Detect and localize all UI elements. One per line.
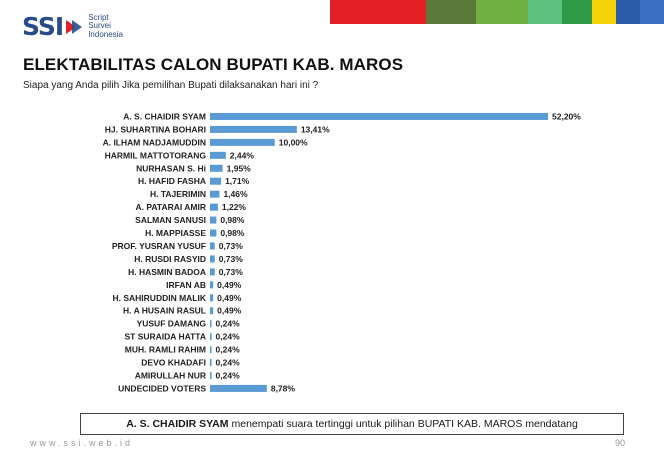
data-label: 1,71% xyxy=(225,176,250,186)
logo-subtitle: Script Survei Indonesia xyxy=(88,12,123,40)
bar xyxy=(210,177,222,185)
data-label: 0,73% xyxy=(219,254,244,264)
category-label: H. HASMIN BADOA xyxy=(128,267,206,277)
category-label: IRFAN AB xyxy=(166,280,206,290)
page-title: ELEKTABILITAS CALON BUPATI KAB. MAROS xyxy=(23,55,404,74)
data-label: 0,73% xyxy=(219,267,244,277)
bar xyxy=(210,229,217,237)
bar xyxy=(210,242,215,250)
bar xyxy=(210,164,223,172)
category-label: H. SAHIRUDDIN MALIK xyxy=(113,293,207,303)
category-label: PROF. YUSRAN YUSUF xyxy=(112,241,206,251)
data-label: 1,95% xyxy=(227,163,252,173)
category-label: H. MAPPIASSE xyxy=(145,228,206,238)
bar xyxy=(210,190,220,198)
bar xyxy=(210,268,215,276)
bar xyxy=(210,216,217,224)
category-label: A. S. CHAIDIR SYAM xyxy=(123,111,206,121)
logo-arrow-icon xyxy=(66,19,83,34)
category-label: UNDECIDED VOTERS xyxy=(118,383,206,393)
category-label: H. HAFID FASHA xyxy=(138,176,206,186)
strip-lightblue xyxy=(640,0,664,24)
category-label: DEVO KHADAFI xyxy=(141,358,206,368)
data-label: 0,73% xyxy=(219,241,244,251)
category-label: H. RUSDI RASYID xyxy=(134,254,206,264)
bar xyxy=(210,125,297,133)
strip-yellow xyxy=(592,0,616,24)
logo-brand: SSI xyxy=(22,12,64,41)
category-label: YUSUF DAMANG xyxy=(137,319,207,329)
bar xyxy=(210,333,212,341)
page-number: 90 xyxy=(615,438,626,448)
strip-olive xyxy=(426,0,476,24)
data-label: 13,41% xyxy=(301,124,330,134)
bar xyxy=(210,307,214,315)
strip-darkgreen xyxy=(562,0,592,24)
bar xyxy=(210,203,218,211)
bar-chart: A. S. CHAIDIR SYAM 52,20% HJ. SUHARTINA BO… xyxy=(103,111,582,393)
data-label: 1,46% xyxy=(223,189,248,199)
bar xyxy=(210,138,275,146)
data-label: 52,20% xyxy=(552,111,581,121)
data-label: 0,49% xyxy=(217,280,242,290)
data-label: 8,78% xyxy=(271,383,296,393)
bar xyxy=(210,294,214,302)
data-label: 0,98% xyxy=(220,228,245,238)
category-label: MUH. RAMLI RAHIM xyxy=(125,345,206,355)
category-label: NURHASAN S. Hi xyxy=(136,163,206,173)
category-label: A. PATARAI AMIR xyxy=(135,202,206,212)
bar xyxy=(210,255,215,263)
callout-candidate: A. S. CHAIDIR SYAM xyxy=(126,418,229,430)
strip-green xyxy=(476,0,528,24)
bar xyxy=(210,371,212,379)
bar xyxy=(210,346,212,354)
data-label: 0,24% xyxy=(216,332,241,342)
page-subtitle: Siapa yang Anda pilih Jika pemilihan Bup… xyxy=(23,80,319,91)
data-label: 0,24% xyxy=(216,370,241,380)
data-label: 2,44% xyxy=(230,150,255,160)
conclusion-box: A. S. CHAIDIR SYAM menempati suara terti… xyxy=(80,413,624,435)
strip-blue xyxy=(616,0,640,24)
category-label: A. ILHAM NADJAMUDDIN xyxy=(103,137,206,147)
bar xyxy=(210,281,214,289)
data-label: 10,00% xyxy=(279,137,308,147)
category-label: AMIRULLAH NUR xyxy=(135,370,206,380)
bar xyxy=(210,359,212,367)
category-label: SALMAN SANUSI xyxy=(135,215,206,225)
data-label: 1,22% xyxy=(222,202,247,212)
data-label: 0,24% xyxy=(216,319,241,329)
bar xyxy=(210,151,226,159)
logo-sub-line: Script xyxy=(88,12,109,22)
footer-url: www.ssi.web.id xyxy=(30,438,134,448)
brand-color-strip xyxy=(330,0,664,24)
category-label: HARMIL MATTOTORANG xyxy=(105,150,207,160)
data-label: 0,24% xyxy=(216,358,241,368)
data-label: 0,24% xyxy=(216,345,241,355)
ssi-logo: SSI Script Survei Indonesia xyxy=(22,12,123,41)
callout-text: menempati suara tertinggi untuk pilihan … xyxy=(231,418,578,430)
bar xyxy=(210,112,548,120)
data-label: 0,98% xyxy=(220,215,245,225)
category-label: H. TAJERIMIN xyxy=(150,189,206,199)
data-label: 0,49% xyxy=(217,306,242,316)
category-label: ST SURAIDA HATTA xyxy=(124,332,206,342)
data-label: 0,49% xyxy=(217,293,242,303)
category-label: H. A HUSAIN RASUL xyxy=(123,306,206,316)
logo-sub-line: Survei xyxy=(88,21,111,31)
strip-red xyxy=(330,0,426,24)
bar xyxy=(210,320,212,328)
logo-sub-line: Indonesia xyxy=(88,29,123,39)
bar xyxy=(210,384,267,392)
category-label: HJ. SUHARTINA BOHARI xyxy=(105,124,206,134)
strip-mint xyxy=(528,0,562,24)
